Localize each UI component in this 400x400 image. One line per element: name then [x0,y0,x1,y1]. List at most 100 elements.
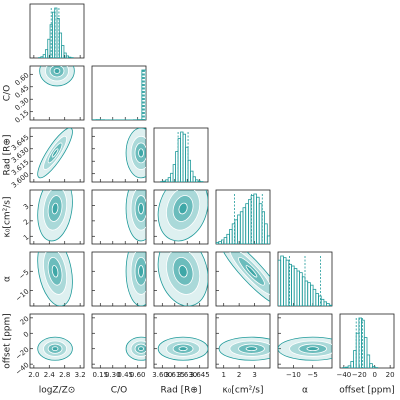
density-contour [39,66,75,87]
panel [29,189,85,245]
hist-bar [328,304,332,306]
panel [277,251,333,307]
panel-frame [215,251,271,307]
panel-content [216,193,270,244]
hist-bar [347,365,352,368]
x-tick-label: 1 [221,371,225,379]
panel [29,313,85,369]
x-axis-label: offset [ppm] [339,386,395,396]
panel [29,65,85,121]
hist-bar [291,265,295,306]
panel-frame [91,65,147,121]
x-tick-label: 3.630 [177,371,197,379]
panel-frame [29,251,85,307]
x-axis-label: α [302,386,308,396]
panel-frame [91,189,147,245]
panel-frame [215,313,271,369]
y-tick-label: −10 [14,288,30,304]
hist-bar [326,303,330,306]
x-tick-label: −40 [336,371,351,379]
panel-frame [153,189,209,245]
hist-bar [301,276,306,306]
y-tick-label: −20 [14,346,30,362]
panel [153,189,209,245]
hist-bar [242,207,247,244]
panel-content [342,317,379,368]
panel-content [157,336,208,361]
x-axis-label: Rad [R⊕] [161,386,202,396]
x-tick-label: 0.45 [117,371,133,379]
x-tick-label: −20 [352,371,367,379]
x-tick-label: 0.30 [105,371,121,379]
y-tick-label: 2 [22,218,31,227]
hist-bar [355,332,360,368]
panel [91,251,147,307]
x-axis-label: C/O [111,386,127,396]
panel [215,189,271,245]
panel-frame [29,313,85,369]
hist-bar [315,293,319,306]
panel-content [218,336,270,361]
y-tick-label: 20 [19,315,31,327]
x-tick-label: 0.60 [130,371,146,379]
panel-content [37,190,73,242]
panel [339,313,395,369]
panel-content [125,252,146,306]
panel-content [157,190,208,242]
panel-frame [29,127,85,183]
y-axis-label: Rad [R⊕] [3,135,13,176]
hist-bar [192,176,196,182]
panel-content [218,252,270,306]
y-tick-label: 0.15 [13,109,30,125]
panel-frame [153,313,209,369]
panel [29,3,85,59]
x-axis-label: κ₀[cm²/s] [223,386,264,396]
y-tick-label: 3 [22,202,31,211]
hist-bar [61,45,65,58]
x-tick-label: 0 [372,371,376,379]
hist-bar [234,219,238,244]
panel-content [278,336,332,361]
hist-bar [282,257,287,306]
hist-bar [366,354,371,368]
x-tick-label: 2 [237,371,241,379]
panel-content [39,66,75,87]
density-contour [245,346,258,352]
panel-frame [277,313,333,369]
hist-bar [141,69,146,120]
panel-content [37,336,73,361]
hist-bar [256,196,260,244]
hist-bar [245,203,249,244]
hist-bar [278,259,282,306]
panel [91,65,147,121]
y-axis-label: α [3,276,13,282]
panel [29,127,85,183]
y-axis-label: C/O [3,85,13,101]
density-contour [278,336,332,361]
density-contour [53,68,61,74]
panel-content [160,131,204,182]
panel [215,313,271,369]
density-contour [138,346,144,352]
hist-bar [266,235,270,244]
panel [91,313,147,369]
density-contour [51,265,59,278]
panel-content [278,255,332,306]
panel-content [125,128,146,179]
hist-bar [239,211,244,244]
hist-bar [304,280,309,306]
density-contour [306,346,319,352]
panel [215,251,271,307]
hist-bar [309,284,314,306]
hist-bar [285,259,290,306]
panel-content [92,69,146,120]
density-contour [51,202,59,215]
density-contour [138,265,144,278]
density-contour [51,346,59,352]
hist-bar [226,233,230,244]
y-tick-label: 0.60 [13,71,30,87]
hist-bar [237,214,241,244]
hist-bar [223,237,228,244]
density-contour [138,202,144,215]
